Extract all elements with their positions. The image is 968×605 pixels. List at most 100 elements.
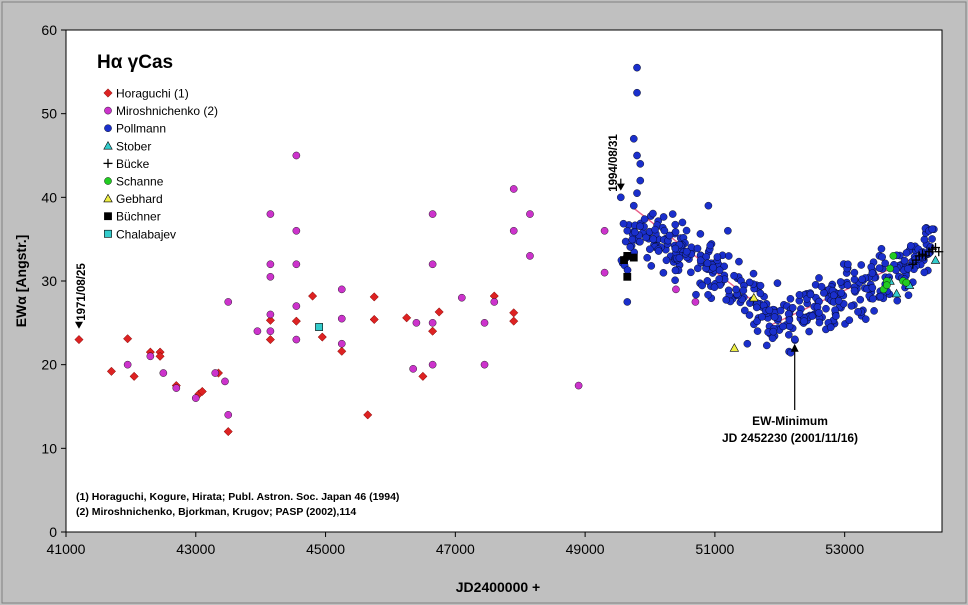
miroshnichenko-2-point-22 xyxy=(337,314,346,323)
miroshnichenko-2-point-16 xyxy=(292,151,301,160)
schanne-point-5 xyxy=(883,281,891,289)
horaguchi-1-point-13 xyxy=(265,335,275,345)
pollmann-point-342 xyxy=(868,269,877,277)
pollmann-point-223 xyxy=(640,215,649,223)
pollmann-point-362 xyxy=(806,290,815,299)
horaguchi-1-point-19 xyxy=(363,410,373,420)
pollmann-point-157 xyxy=(659,213,668,221)
pollmann-point-113 xyxy=(703,277,712,285)
miroshnichenko-2-point-5 xyxy=(191,394,200,402)
pollmann-point-385 xyxy=(659,269,668,277)
axes: 0 10 20 30 40 50 60 41000 43000 45000 47000 49000 51… xyxy=(41,22,864,557)
miroshnichenko-2-point-19 xyxy=(292,302,301,310)
pollmann-point-373 xyxy=(868,283,877,292)
horaguchi-1-point-15 xyxy=(291,316,301,326)
miroshnichenko-2-point-9 xyxy=(224,298,233,306)
legend-label-5: Bücke xyxy=(116,157,150,171)
pollmann-point-407 xyxy=(671,220,680,229)
pollmann-point-289 xyxy=(642,233,650,242)
y-tick-label: 40 xyxy=(41,189,57,205)
y-tick-label: 60 xyxy=(41,22,57,38)
legend-marker-4 xyxy=(103,140,113,150)
miroshnichenko-2-point-27 xyxy=(428,260,437,269)
chart-title: Hα γCas xyxy=(97,52,173,73)
pollmann-point-425 xyxy=(636,160,645,168)
pollmann-point-5 xyxy=(682,226,691,235)
pollmann-point-376 xyxy=(671,244,680,253)
pollmann-point-167 xyxy=(786,295,795,303)
pollmann-point-284 xyxy=(920,268,929,277)
horaguchi-1-point-2 xyxy=(106,366,116,376)
legend-label-3: Pollmann xyxy=(116,122,166,136)
horaguchi-1-point-7 xyxy=(155,351,165,361)
stober-point-4 xyxy=(930,255,941,264)
pollmann-point-250 xyxy=(682,247,691,256)
pollmann-point-276 xyxy=(791,335,799,344)
pollmann-point-257 xyxy=(817,282,826,291)
pollmann-point-374 xyxy=(856,295,865,304)
miroshnichenko-2-point-30 xyxy=(458,293,466,302)
miroshnichenko-2-point-25 xyxy=(412,319,421,327)
pollmann-point-380 xyxy=(739,286,748,295)
miroshnichenko-2-point-6 xyxy=(211,369,220,377)
pollmann-point-398 xyxy=(749,269,758,278)
legend: Horaguchi (1) Miroshnichenko (2) Pollmann S… xyxy=(103,87,218,241)
miroshnichenko-2-point-41 xyxy=(672,285,680,294)
miroshnichenko-2-point-32 xyxy=(480,360,489,369)
pollmann-point-41 xyxy=(647,262,656,270)
pollmann-point-416 xyxy=(845,316,854,324)
pollmann-point-439 xyxy=(788,303,797,312)
horaguchi-1-point-28 xyxy=(509,316,519,326)
schanne-point-3 xyxy=(886,264,894,273)
pollmann-point-296 xyxy=(832,312,840,320)
pollmann-point-364 xyxy=(785,316,794,324)
pollmann-point-299 xyxy=(779,322,787,331)
x-tick-label: 47000 xyxy=(436,541,475,557)
legend-label-8: Büchner xyxy=(116,210,161,224)
pollmann-point-413 xyxy=(843,281,852,289)
miroshnichenko-2-point-3 xyxy=(159,369,168,377)
schanne-point-4 xyxy=(889,252,898,260)
pollmann-point-411 xyxy=(822,304,830,313)
pollmann-point-375 xyxy=(815,318,824,327)
miroshnichenko-2-point-7 xyxy=(221,377,229,386)
pollmann-point-408 xyxy=(769,327,778,336)
legend-label-4: Stober xyxy=(116,139,151,153)
pollmann-point-403 xyxy=(826,323,835,332)
miroshnichenko-2-point-26 xyxy=(428,210,437,218)
x-tick-label: 45000 xyxy=(306,541,345,557)
horaguchi-1-point-20 xyxy=(369,314,379,325)
chalabajev-point-1 xyxy=(315,323,323,331)
pollmann-point-402 xyxy=(875,264,884,272)
miroshnichenko-2-point-11 xyxy=(266,210,275,218)
miroshnichenko-2-point-15 xyxy=(266,327,275,336)
pollmann-point-415 xyxy=(722,296,730,304)
pollmann-point-430 xyxy=(623,298,632,306)
pollmann-point-332 xyxy=(834,297,843,305)
x-tick-label: 51000 xyxy=(695,541,734,557)
gebhard-point-1 xyxy=(729,343,740,352)
pollmann-point-126 xyxy=(805,327,813,336)
pollmann-point-149 xyxy=(928,235,936,243)
pollmann-point-242 xyxy=(745,278,754,287)
pollmann-point-397 xyxy=(858,275,866,284)
pollmann-point-164 xyxy=(724,286,733,295)
y-axis-label: EWα [Angstr.] xyxy=(13,235,29,328)
pollmann-point-304 xyxy=(713,253,722,261)
pollmann-point-358 xyxy=(646,245,654,254)
schanne-point-7 xyxy=(902,278,911,287)
horaguchi-1-point-23 xyxy=(418,371,428,381)
legend-marker-6 xyxy=(104,177,112,185)
pollmann-point-241 xyxy=(636,222,644,231)
horaguchi-1-point-18 xyxy=(337,346,347,356)
horaguchi-1-point-12 xyxy=(223,427,233,437)
pollmann-point-350 xyxy=(724,252,733,260)
pollmann-point-423 xyxy=(629,134,638,143)
pollmann-point-357 xyxy=(768,334,777,343)
pollmann-point-139 xyxy=(850,275,859,284)
pollmann-point-379 xyxy=(753,327,762,335)
miroshnichenko-2-point-29 xyxy=(428,360,437,369)
y-tick-label: 50 xyxy=(41,106,57,122)
